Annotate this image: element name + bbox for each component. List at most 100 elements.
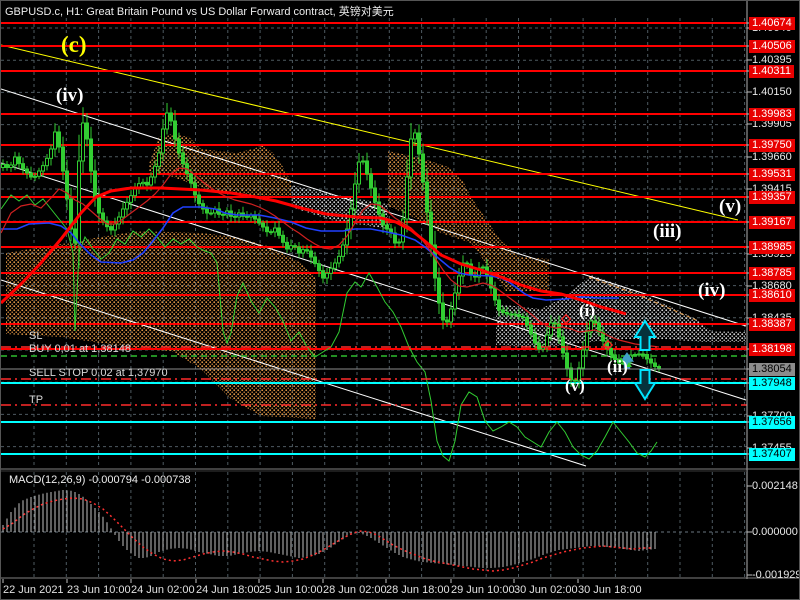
chart-title: GBPUSD.c, H1: Great Britain Pound vs US … (5, 6, 394, 18)
candle-body (589, 320, 593, 333)
candle-body (361, 160, 365, 163)
candle-body (261, 222, 265, 228)
candle-body (169, 112, 173, 122)
channel-line (1, 279, 587, 467)
resistance-price-label: 1.39167 (749, 216, 795, 229)
candle-body (109, 226, 113, 231)
candle-body (405, 176, 409, 220)
buy-label[interactable]: BUY 0,01 at 1,38148 (29, 343, 131, 355)
macd-tick-label: 0.002148 (752, 480, 798, 492)
candle-body (165, 112, 169, 130)
candle-body (517, 314, 521, 317)
wave-label-ii: (ii) (607, 357, 628, 376)
candle-body (653, 362, 657, 367)
mini-up-arrow (626, 362, 632, 367)
resistance-price-label: 1.38610 (749, 289, 795, 302)
candle-body (313, 256, 317, 265)
wave-label-iii: (iii) (653, 221, 682, 242)
bid-price-label: 1.38054 (749, 363, 795, 376)
candle-body (577, 367, 581, 382)
candle-body (529, 324, 533, 335)
candle-body (129, 195, 133, 203)
up-arrow[interactable] (633, 319, 657, 351)
wave-label-v: (v) (719, 196, 742, 217)
candle-body (501, 309, 505, 313)
candle-body (333, 262, 337, 269)
candle-body (445, 319, 449, 323)
macd-indicator (2, 490, 656, 572)
candle-body (269, 231, 273, 234)
sl-label[interactable]: SL (29, 330, 43, 342)
candle-body (493, 287, 497, 301)
candle-body (429, 211, 433, 246)
cloud-region (471, 197, 549, 291)
wave-label-c: (c) (61, 32, 87, 57)
candle-body (177, 138, 181, 154)
candle-body (29, 172, 33, 178)
time-tick-label: 24 Jun 02:00 (131, 584, 195, 596)
resistance-price-label: 1.38387 (749, 318, 795, 331)
candle-body (365, 160, 369, 175)
candle-body (41, 165, 45, 172)
candle-body (401, 218, 405, 243)
candle-body (317, 263, 321, 272)
signal-markers[interactable] (560, 313, 657, 401)
candle-body (21, 163, 25, 170)
time-tick-label: 29 Jun 10:00 (451, 584, 515, 596)
candle-body (273, 227, 277, 233)
resistance-price-label: 1.38198 (749, 343, 795, 356)
time-tick-label: 30 Jun 18:00 (578, 584, 642, 596)
candle-body (509, 313, 513, 316)
candle-body (13, 156, 17, 166)
price-tick-label: 1.39660 (752, 151, 792, 163)
candle-body (545, 334, 549, 348)
candle-body (657, 366, 661, 369)
candle-body (581, 349, 585, 369)
sell_stop-label[interactable]: SELL STOP 0,02 at 1,37970 (29, 367, 168, 379)
candle-body (433, 244, 437, 279)
price-tick-label: 1.40150 (752, 86, 792, 98)
candle-body (53, 131, 57, 150)
candle-body (569, 367, 573, 381)
channel-line (1, 88, 747, 327)
down-arrow[interactable] (633, 369, 657, 401)
candle-body (233, 215, 237, 218)
price-tick-label: 1.40395 (752, 54, 792, 66)
candle-body (525, 317, 529, 326)
candle-body (37, 170, 41, 177)
tp-label[interactable]: TP (29, 394, 44, 406)
candle-body (113, 223, 117, 231)
cloud-region (149, 134, 291, 198)
candle-body (513, 313, 517, 316)
candle-body (289, 245, 293, 250)
candle-body (245, 215, 249, 218)
resistance-price-label: 1.38985 (749, 241, 795, 254)
order-lines[interactable] (1, 346, 747, 406)
horizontal-levels[interactable] (1, 22, 747, 455)
candle-body (549, 322, 553, 336)
candle-body (593, 320, 597, 324)
candle-body (417, 132, 421, 155)
wave-label-i: (i) (579, 301, 596, 320)
candle-body (281, 234, 285, 243)
candle-body (265, 226, 269, 233)
time-tick-label: 24 Jun 18:00 (196, 584, 260, 596)
candle-body (421, 153, 425, 183)
candle-body (149, 176, 153, 186)
resistance-price-label: 1.40674 (749, 17, 795, 30)
candle-body (89, 138, 93, 172)
candle-body (481, 266, 485, 269)
blue-ma (1, 206, 619, 301)
candle-body (161, 128, 165, 154)
fast-red-ma (1, 167, 660, 348)
candle-body (277, 227, 281, 236)
candle-body (205, 208, 209, 214)
candle-body (33, 175, 37, 178)
candle-body (373, 187, 377, 203)
candle-body (337, 255, 341, 264)
candle-body (61, 146, 65, 172)
candle-body (349, 208, 353, 230)
candle-body (649, 358, 653, 364)
candle-body (397, 241, 401, 244)
